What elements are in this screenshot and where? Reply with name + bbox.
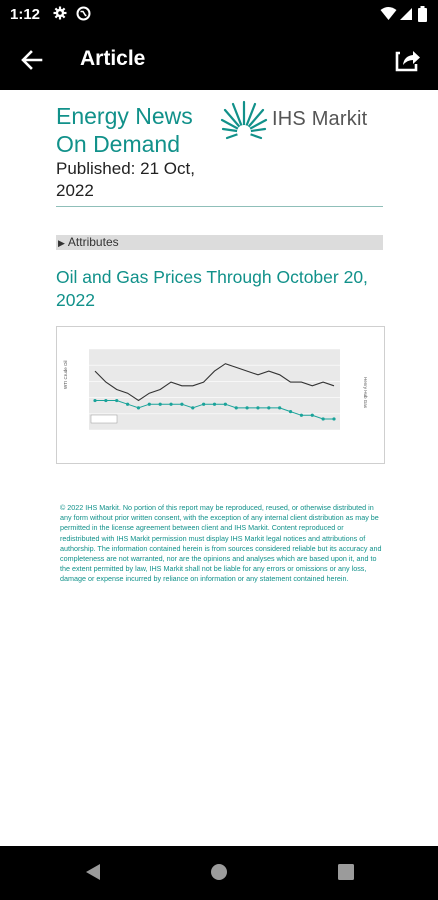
signal-icon (399, 7, 413, 26)
data-point (321, 417, 325, 421)
data-point (147, 402, 151, 406)
data-point (104, 398, 108, 403)
copyright-notice: © 2022 IHS Markit. No portion of this re… (60, 503, 382, 584)
data-point (180, 402, 184, 406)
data-point (278, 406, 282, 410)
section-title: Oil and Gas Prices Through October 20, 2… (56, 267, 368, 310)
y-axis-label: WTI Crude Oil (63, 360, 68, 389)
data-point (223, 402, 227, 406)
legend-box (90, 414, 118, 424)
ihs-markit-logo: IHS Markit (220, 98, 385, 142)
plot-area (89, 349, 340, 430)
back-arrow-icon (21, 50, 43, 70)
doc-title: Energy News On Demand (56, 103, 193, 157)
data-point (256, 406, 260, 410)
page-title: Article (80, 47, 146, 70)
logo-text: IHS Markit (272, 108, 368, 130)
data-point (158, 402, 162, 406)
nav-home-button[interactable] (209, 862, 229, 887)
nav-recents-button[interactable] (337, 862, 355, 887)
data-point (288, 409, 293, 414)
y2-axis-label: Henry Hub Gas (363, 377, 368, 409)
price-chart: WTI Crude Oil Henry Hub Gas (56, 326, 385, 464)
data-point (169, 402, 173, 406)
nav-recents-icon (338, 864, 354, 880)
nav-back-icon (86, 864, 100, 880)
data-point (245, 406, 249, 410)
published-date: Published: 21 Oct, 2022 (56, 159, 195, 200)
data-point (136, 406, 141, 410)
data-point (93, 398, 97, 403)
share-icon (395, 51, 420, 72)
settings-icon (53, 6, 67, 25)
data-point (332, 417, 336, 421)
article-content: Energy News On Demand Published: 21 Oct,… (0, 90, 438, 846)
app-bar: Article (0, 30, 438, 90)
nav-bar (0, 846, 438, 900)
data-point (202, 402, 206, 406)
attributes-label: Attributes (67, 235, 119, 249)
nav-home-icon (211, 864, 227, 880)
status-time: 1:12 (10, 6, 41, 23)
data-saver-icon (76, 6, 91, 26)
battery-icon (418, 6, 427, 27)
back-button[interactable] (14, 42, 50, 78)
expand-triangle-icon: ▶ (58, 238, 65, 248)
status-bar: 1:12 (0, 0, 438, 30)
attributes-toggle[interactable]: ▶ Attributes (56, 235, 383, 250)
data-point (310, 413, 314, 417)
data-point (267, 406, 271, 410)
chart-svg: WTI Crude Oil Henry Hub Gas (63, 348, 368, 431)
data-point (299, 413, 304, 417)
data-point (191, 406, 195, 410)
data-point (125, 402, 130, 406)
data-point (212, 402, 217, 406)
share-button[interactable] (390, 42, 426, 78)
series-line-1 (94, 363, 335, 402)
starburst-icon (220, 100, 268, 140)
data-point (115, 398, 119, 403)
data-point (234, 406, 238, 410)
divider (56, 206, 383, 207)
wifi-icon (380, 7, 397, 26)
nav-back-button[interactable] (84, 862, 102, 887)
